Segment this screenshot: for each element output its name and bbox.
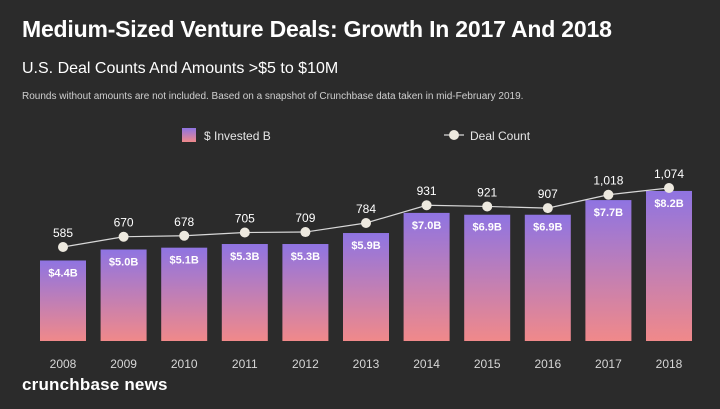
x-tick-2017: 2017 xyxy=(595,357,622,371)
deal-count-label-2018: 1,074 xyxy=(654,167,684,181)
deal-count-point-2013 xyxy=(361,217,371,228)
bar-2008 xyxy=(40,260,86,341)
bar-2009 xyxy=(100,249,147,341)
deal-count-point-2010 xyxy=(179,230,190,241)
line-series: 585 670 678 705 709 784 931 921 907 1,018 1,074 xyxy=(53,167,684,252)
chart-subtitle: U.S. Deal Counts And Amounts >$5 to $10M xyxy=(22,60,339,77)
bar-2011 xyxy=(221,244,268,341)
chart-legend: $ Invested B Deal Count xyxy=(182,128,531,143)
bar-label-2017: $7.7B xyxy=(594,207,623,219)
deal-count-label-2016: 907 xyxy=(538,187,558,201)
deal-count-label-2013: 784 xyxy=(356,202,376,216)
legend-label-invested: $ Invested B xyxy=(204,129,271,143)
deal-count-label-2012: 709 xyxy=(295,211,315,225)
bar-label-2011: $5.3B xyxy=(230,251,259,263)
bar-2017 xyxy=(585,200,632,341)
x-tick-2018: 2018 xyxy=(656,357,683,371)
chart-note: Rounds without amounts are not included.… xyxy=(22,91,524,102)
bar-2018 xyxy=(646,190,692,341)
deal-count-point-2009 xyxy=(118,231,129,242)
x-tick-2012: 2012 xyxy=(292,357,319,371)
deal-count-point-2017 xyxy=(603,189,614,200)
brand-logo: crunchbase news xyxy=(22,375,168,394)
deal-count-point-2012 xyxy=(300,227,311,238)
deal-count-label-2014: 931 xyxy=(417,184,437,198)
x-tick-2010: 2010 xyxy=(171,357,198,371)
bar-label-2014: $7.0B xyxy=(412,220,441,232)
deal-count-point-2018 xyxy=(664,182,674,193)
x-tick-2008: 2008 xyxy=(50,357,77,371)
deal-count-point-2008 xyxy=(58,242,68,252)
bar-label-2013: $5.9B xyxy=(351,240,380,252)
bar-label-2010: $5.1B xyxy=(170,255,199,267)
bar-2013 xyxy=(343,233,389,341)
bar-series: $4.4B $5.0B $5.1B $5.3B $5.3B $5.9B $7.0B $6.9B… xyxy=(40,190,692,341)
x-tick-2009: 2009 xyxy=(110,357,137,371)
bar-label-2012: $5.3B xyxy=(291,251,320,263)
deal-count-label-2017: 1,018 xyxy=(593,174,623,188)
x-tick-2011: 2011 xyxy=(232,357,258,371)
deal-count-point-2011 xyxy=(239,227,250,238)
deal-count-label-2011: 705 xyxy=(235,212,255,226)
bar-label-2015: $6.9B xyxy=(473,222,502,234)
deal-count-label-2008: 585 xyxy=(53,226,73,240)
deal-count-point-2016 xyxy=(542,203,553,214)
deal-count-label-2010: 678 xyxy=(174,215,194,229)
deal-count-point-2015 xyxy=(482,201,493,212)
chart-title: Medium-Sized Venture Deals: Growth In 20… xyxy=(22,16,612,42)
x-axis: 2008 2009 2010 2011 2012 2013 2014 2015 2016 2017… xyxy=(50,357,683,371)
bar-2016 xyxy=(524,214,571,341)
x-tick-2013: 2013 xyxy=(353,357,380,371)
bar-2012 xyxy=(282,244,329,341)
bar-label-2008: $4.4B xyxy=(48,267,77,279)
legend-marker-deal-count xyxy=(449,130,459,140)
x-tick-2016: 2016 xyxy=(534,357,561,371)
legend-label-deal-count: Deal Count xyxy=(470,129,531,143)
bar-2014 xyxy=(403,212,450,341)
bar-label-2016: $6.9B xyxy=(533,222,562,234)
bar-label-2009: $5.0B xyxy=(109,257,138,269)
deal-count-point-2014 xyxy=(421,200,432,211)
bar-2015 xyxy=(464,214,511,341)
deal-count-label-2009: 670 xyxy=(114,216,134,230)
x-tick-2015: 2015 xyxy=(474,357,501,371)
bar-label-2018: $8.2B xyxy=(654,198,683,210)
bar-2010 xyxy=(161,247,208,341)
legend-swatch-invested xyxy=(182,128,196,142)
deal-count-label-2015: 921 xyxy=(477,185,497,199)
x-tick-2014: 2014 xyxy=(413,357,440,371)
